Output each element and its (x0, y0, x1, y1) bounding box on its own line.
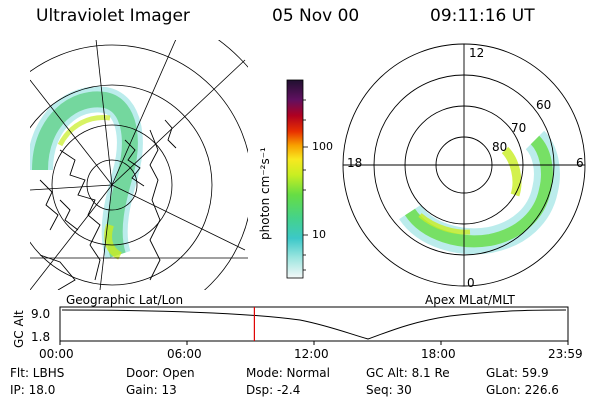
altitude-ytick-9: 9.0 (31, 307, 51, 321)
mlt-label-0: 0 (467, 276, 475, 290)
mlt-label-12: 12 (469, 46, 485, 60)
geographic-map (30, 40, 248, 290)
mlat-label-70: 70 (511, 121, 527, 135)
instrument-title: Ultraviolet Imager (36, 6, 190, 26)
altitude-plot (59, 306, 569, 345)
time-tick-0600: 06:00 (167, 347, 202, 361)
time-tick-0000: 00:00 (39, 347, 74, 361)
filter-info: Flt: LBHS (10, 366, 65, 380)
altitude-ylabel: GC Alt (12, 310, 26, 348)
glat-info: GLat: 59.9 (486, 366, 549, 380)
mlat-label-80: 80 (492, 140, 508, 154)
colorbar-unit-label: photon cm⁻²s⁻¹ (258, 147, 272, 240)
colorbar-tick-100: 100 (312, 140, 333, 153)
colorbar (286, 79, 308, 279)
colorbar-tick-10: 10 (312, 228, 326, 241)
time-tick-1200: 12:00 (294, 347, 329, 361)
altitude-ytick-1-8: 1.8 (31, 330, 51, 344)
ip-info: IP: 18.0 (10, 383, 56, 397)
mode-info: Mode: Normal (246, 366, 330, 380)
door-info: Door: Open (126, 366, 195, 380)
mlt-label-18: 18 (347, 156, 363, 170)
gc-alt-info: GC Alt: 8.1 Re (366, 366, 450, 380)
apex-caption: Apex MLat/MLT (425, 293, 515, 307)
geographic-caption: Geographic Lat/Lon (66, 293, 184, 307)
polar-plot (342, 43, 586, 287)
time-label: 09:11:16 UT (430, 6, 535, 26)
glon-info: GLon: 226.6 (486, 383, 559, 397)
gain-info: Gain: 13 (126, 383, 177, 397)
seq-info: Seq: 30 (366, 383, 412, 397)
dsp-info: Dsp: -2.4 (246, 383, 301, 397)
mlat-label-60: 60 (536, 98, 552, 112)
mlt-label-6: 6 (576, 156, 584, 170)
date-label: 05 Nov 00 (272, 6, 360, 26)
time-tick-2359: 23:59 (548, 347, 583, 361)
time-tick-1800: 18:00 (421, 347, 456, 361)
